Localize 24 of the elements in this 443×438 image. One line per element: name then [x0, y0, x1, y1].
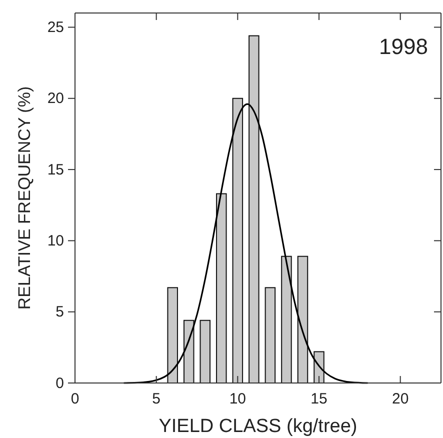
x-tick-label: 5 — [152, 390, 161, 408]
bar — [200, 320, 211, 384]
x-axis-title: YIELD CLASS (kg/tree) — [158, 416, 358, 437]
y-tick-label: 20 — [47, 90, 64, 108]
y-tick-label: 0 — [56, 374, 64, 392]
bar — [264, 287, 276, 384]
bar — [314, 351, 324, 384]
annotation: 1998 — [379, 34, 428, 59]
bar — [281, 256, 292, 384]
y-tick-label: 5 — [56, 304, 64, 321]
x-tick-label: 20 — [392, 390, 409, 408]
x-tick-label: 15 — [310, 390, 328, 408]
y-axis-title: RELATIVE FREQUENCY (%) — [15, 86, 34, 310]
line-series — [123, 103, 369, 384]
bar — [248, 35, 260, 384]
bar — [167, 287, 178, 384]
bar — [297, 256, 308, 384]
bar — [232, 98, 244, 384]
y-tick-label: 15 — [47, 161, 64, 178]
bar — [216, 193, 227, 384]
x-tick-label: 10 — [229, 390, 246, 408]
y-tick-label: 25 — [47, 19, 64, 36]
y-tick-label: 10 — [47, 232, 64, 250]
x-tick-label: 0 — [70, 390, 80, 408]
